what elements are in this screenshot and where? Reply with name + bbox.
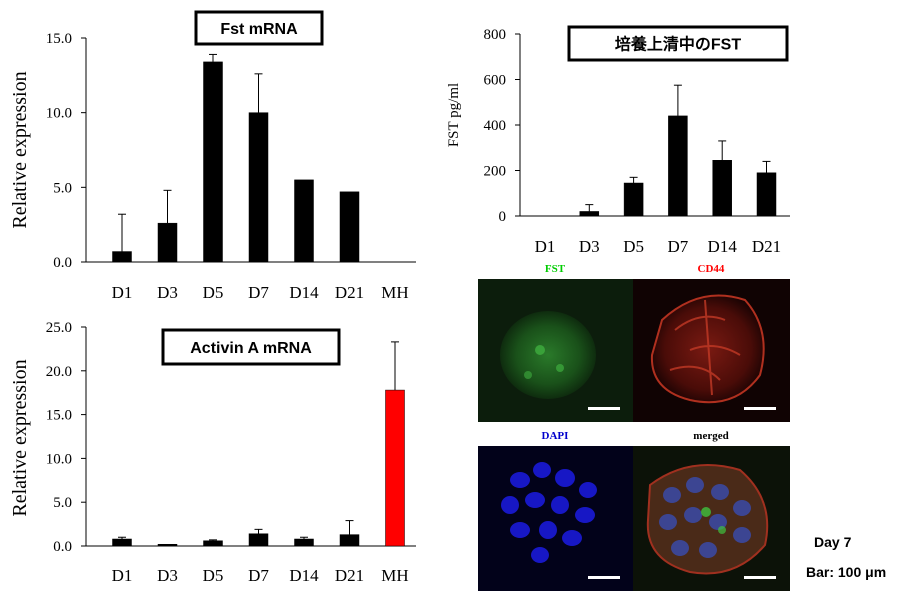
merged-label: merged	[693, 430, 728, 442]
bar-d14	[712, 160, 732, 217]
bar-d21	[756, 172, 777, 217]
fst-spot	[535, 345, 545, 355]
x-tick-label: D7	[668, 237, 689, 256]
x-tick-label: MH	[381, 283, 408, 302]
dapi-micrograph	[478, 446, 633, 591]
y-tick-label: 15.0	[46, 408, 72, 424]
x-tick-label: D3	[579, 237, 600, 256]
scale-annotation: Bar: 100 μm	[806, 564, 887, 580]
bar-d3	[579, 211, 600, 217]
cd44-label: CD44	[698, 263, 725, 275]
bar-d5	[623, 182, 644, 217]
fst-label: FST	[545, 263, 566, 275]
x-tick-label: D21	[752, 237, 781, 256]
y-tick-label: 0	[499, 209, 507, 225]
merged-nuclei	[659, 477, 751, 558]
merged-fst-spot	[701, 507, 711, 517]
bar-d1	[112, 538, 132, 547]
bar-mh	[385, 389, 405, 547]
fst-supernatant-chart: 0 200 400 600 800 D1 D3 D5 D7 D14 D21 FST pg/ml 培養上清…	[446, 25, 790, 256]
chart-title-box	[194, 10, 324, 46]
y-tick-label: 200	[484, 164, 507, 180]
scale-bar	[744, 407, 776, 410]
y-tick-label: 20.0	[46, 364, 72, 380]
fst-mrna-chart: 0.0 5.0 10.0 15.0 D1 D3 D5 D7 D14 D21 MH Relative e…	[9, 10, 416, 302]
cd44-membrane	[669, 299, 741, 396]
x-tick-label: D5	[623, 237, 644, 256]
dapi-label: DAPI	[542, 430, 569, 442]
x-tick-label: MH	[381, 566, 408, 585]
bar-d3	[157, 222, 178, 263]
x-tick-label: D21	[335, 566, 364, 585]
y-tick-label: 5.0	[53, 180, 72, 196]
micrograph-grid: FST CD44 DAPI merged	[478, 263, 790, 591]
y-tick-label: 5.0	[53, 495, 72, 511]
chart-title: Activin A mRNA	[190, 340, 312, 357]
y-tick-label: 15.0	[46, 31, 72, 47]
bar-d14	[294, 179, 314, 263]
x-tick-label: D7	[248, 566, 269, 585]
bar-d7	[248, 533, 269, 547]
x-tick-label: D5	[203, 283, 224, 302]
x-tick-label: D1	[112, 566, 133, 585]
chart-title-box	[161, 328, 341, 366]
bar-d21	[339, 191, 360, 263]
x-tick-label: D14	[289, 566, 319, 585]
dapi-nuclei	[501, 462, 597, 563]
day-annotation: Day 7	[814, 534, 852, 550]
y-axis-label: Relative expression	[9, 359, 31, 516]
x-tick-label: D7	[248, 283, 269, 302]
x-tick-label: D3	[157, 566, 178, 585]
x-tick-label: D1	[535, 237, 556, 256]
bar-d5	[203, 540, 223, 547]
bar-d7	[668, 115, 688, 217]
bar-d3	[157, 543, 178, 547]
x-tick-label: D1	[112, 283, 133, 302]
fst-spot	[524, 371, 532, 379]
scale-bar	[588, 407, 620, 410]
x-tick-label: D3	[157, 283, 178, 302]
bar-d1	[112, 251, 132, 263]
y-axis-label: Relative expression	[9, 71, 31, 228]
y-tick-label: 600	[484, 73, 507, 89]
chart-title: 培養上清中のFST	[615, 35, 741, 54]
x-tick-label: D14	[708, 237, 738, 256]
chart-title: Fst mRNA	[220, 21, 298, 38]
fst-spot	[556, 364, 564, 372]
merged-fst-spot	[718, 526, 726, 534]
y-tick-label: 800	[484, 27, 507, 43]
y-tick-label: 25.0	[46, 320, 72, 336]
scale-bar	[588, 576, 620, 579]
scale-bar	[744, 576, 776, 579]
y-axis-label: FST pg/ml	[446, 83, 462, 147]
x-tick-label: D14	[289, 283, 319, 302]
chart-title-box	[567, 25, 789, 62]
bar-d7	[248, 112, 269, 263]
x-tick-label: D5	[203, 566, 224, 585]
y-tick-label: 10.0	[46, 451, 72, 467]
bar-d14	[294, 538, 314, 547]
y-tick-label: 0.0	[53, 255, 72, 271]
y-tick-label: 10.0	[46, 106, 72, 122]
y-tick-label: 400	[484, 118, 507, 134]
fst-cell-cluster	[500, 311, 596, 399]
y-tick-label: 0.0	[53, 539, 72, 555]
activin-a-mrna-chart: 0.0 5.0 10.0 15.0 20.0 25.0 D1 D3 D5 D7 D14 D21 MH Re…	[9, 320, 416, 585]
bar-d21	[339, 534, 360, 547]
x-tick-label: D21	[335, 283, 364, 302]
bar-d5	[203, 61, 223, 263]
